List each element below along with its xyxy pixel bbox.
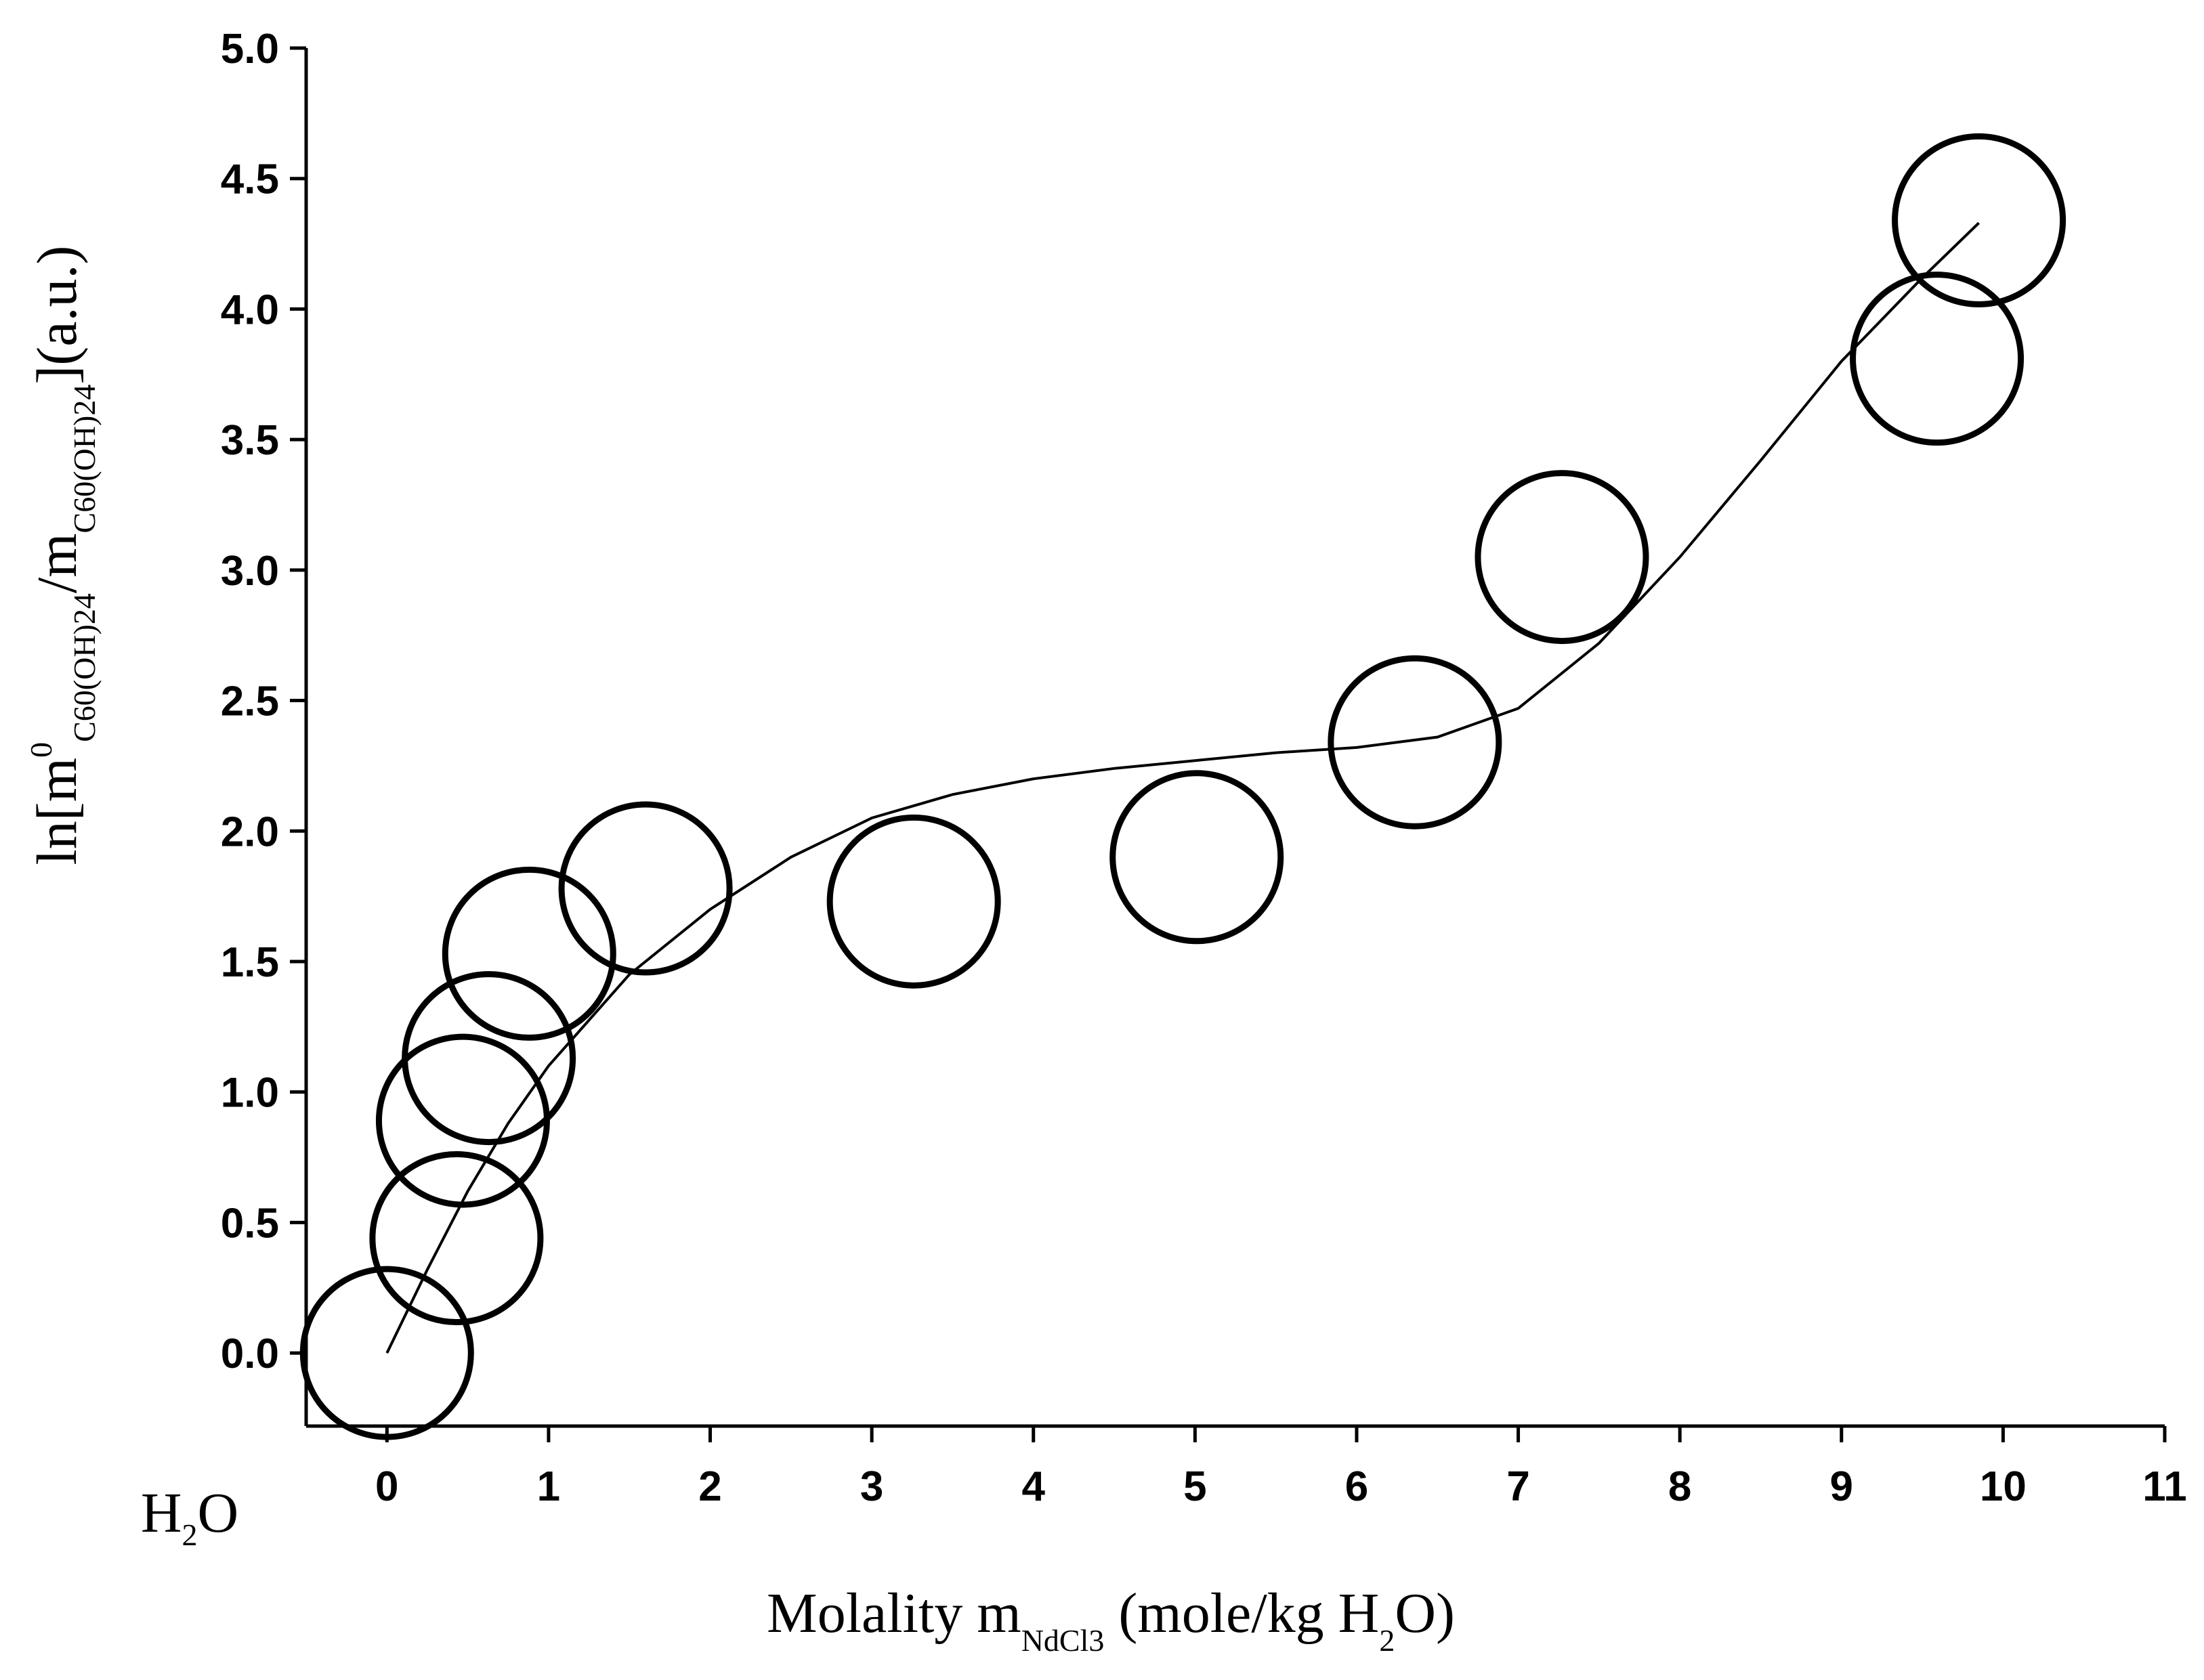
y-tick-label: 3.0 xyxy=(221,548,279,595)
x-label-part: NdCl3 xyxy=(1021,1623,1105,1658)
y-label-part: 0 xyxy=(24,742,58,758)
data-point xyxy=(369,1151,544,1325)
data-point xyxy=(402,971,576,1146)
x-label-part: (mole/kg H xyxy=(1104,1582,1379,1645)
y-label-part: C60(OH)24 xyxy=(67,385,102,534)
y-tick-label: 5.0 xyxy=(221,26,279,72)
annotation-part: O xyxy=(198,1482,239,1545)
y-tick-label: 2.5 xyxy=(221,679,279,725)
y-tick-label: 1.0 xyxy=(221,1070,279,1117)
y-tick-label: 4.0 xyxy=(221,286,279,333)
x-tick-label: 8 xyxy=(1668,1463,1691,1510)
data-point xyxy=(1328,655,1502,830)
y-axis-label: ln[m0C60(OH)24/mC60(OH)24](a.u.) xyxy=(24,245,102,865)
data-point xyxy=(1475,470,1649,645)
x-tick-label: 9 xyxy=(1830,1463,1853,1510)
data-point xyxy=(299,1266,474,1440)
y-tick-label: 0.0 xyxy=(221,1331,279,1377)
data-point xyxy=(1850,272,2025,446)
y-tick-label: 2.0 xyxy=(221,809,279,855)
x-tick-label: 6 xyxy=(1345,1463,1368,1510)
y-label-part: ln[m xyxy=(26,758,89,865)
x-label-part: Molality m xyxy=(767,1582,1021,1645)
data-point xyxy=(1892,133,2067,307)
x-label-part: O) xyxy=(1395,1582,1455,1645)
x-tick-label: 7 xyxy=(1506,1463,1529,1510)
x-axis-label: Molality mNdCl3 (mole/kg H2O) xyxy=(767,1582,1455,1658)
annotation-part: H xyxy=(141,1482,182,1545)
y-label-part: /m xyxy=(26,533,89,593)
y-tick-label: 0.5 xyxy=(221,1200,279,1247)
x-tick-label: 5 xyxy=(1183,1463,1206,1510)
y-label-part: ](a.u.) xyxy=(26,245,89,384)
x-tick-label: 0 xyxy=(375,1463,398,1510)
fit-line xyxy=(385,221,1980,1354)
y-label-part: C60(OH)24 xyxy=(67,593,102,742)
x-tick-label: 10 xyxy=(1980,1463,2027,1510)
annotation-part: 2 xyxy=(182,1517,198,1552)
y-tick-label: 1.5 xyxy=(221,939,279,986)
x-tick-label: 2 xyxy=(698,1463,721,1510)
x-label-part: 2 xyxy=(1379,1623,1395,1658)
x-tick-label: 1 xyxy=(537,1463,560,1510)
y-tick-label: 4.5 xyxy=(221,156,279,203)
x-tick-label: 11 xyxy=(2142,1463,2187,1510)
annotation: H2O xyxy=(141,1482,238,1552)
x-tick-label: 4 xyxy=(1021,1463,1045,1510)
data-point xyxy=(826,814,1001,989)
y-tick-label: 3.5 xyxy=(221,417,279,464)
data-point xyxy=(558,801,733,976)
x-tick-label: 3 xyxy=(860,1463,883,1510)
data-point xyxy=(1109,770,1284,945)
data-point xyxy=(442,866,616,1041)
